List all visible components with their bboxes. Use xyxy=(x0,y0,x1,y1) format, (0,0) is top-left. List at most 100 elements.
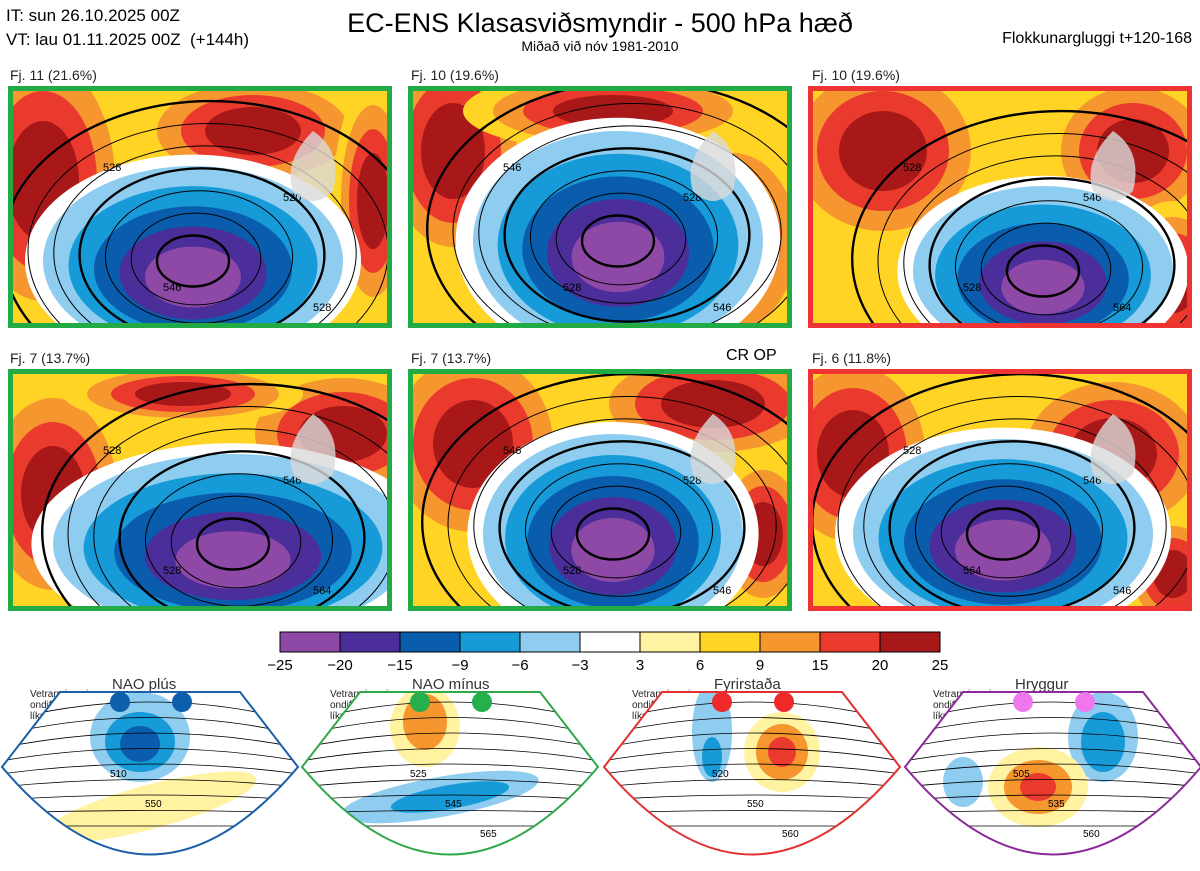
colorbar-tick: 25 xyxy=(932,657,949,674)
contour-label: 546 xyxy=(1113,585,1131,597)
map-panel: 528 546 528 564 xyxy=(8,369,392,611)
warm-anomaly xyxy=(433,400,513,488)
height-contour xyxy=(940,485,1072,579)
height-contour xyxy=(144,473,334,606)
regime-marker xyxy=(172,692,192,712)
height-contour xyxy=(2,748,298,762)
colorbar-tick: −6 xyxy=(511,657,528,674)
height-contour xyxy=(980,222,1112,316)
colorbar-segment xyxy=(699,631,761,653)
colorbar-segment xyxy=(279,631,341,653)
greenland-land xyxy=(290,131,336,201)
contour-label: 564 xyxy=(963,565,981,577)
height-contour xyxy=(604,748,900,762)
height-contour xyxy=(302,748,598,762)
regime-marker xyxy=(774,692,794,712)
height-contour xyxy=(529,170,719,304)
contour-label: 560 xyxy=(782,829,799,840)
colorbar-tick: −3 xyxy=(571,657,588,674)
regime-map: 505 535 560 xyxy=(903,691,1200,856)
height-contour xyxy=(954,200,1144,323)
cold-anomaly xyxy=(175,531,291,589)
colorbar-tick: −25 xyxy=(267,657,292,674)
regime-map: 520 550 560 xyxy=(602,691,902,856)
colorbar-segment xyxy=(339,631,401,653)
contour-label: 528 xyxy=(903,445,921,457)
greenland-land xyxy=(290,414,336,484)
contour-label: 545 xyxy=(445,799,462,810)
regime-marker xyxy=(410,692,430,712)
height-contour xyxy=(914,463,1104,597)
height-contour xyxy=(905,763,1200,775)
contour-label: 520 xyxy=(712,769,729,780)
regime-frame xyxy=(0,691,300,856)
height-contour xyxy=(905,732,1200,749)
contour-label: 528 xyxy=(903,162,921,174)
height-contour xyxy=(851,109,1187,323)
contour-label: 546 xyxy=(163,282,181,294)
contour-label: 565 xyxy=(480,829,497,840)
regime-marker xyxy=(472,692,492,712)
greenland-land xyxy=(1090,131,1136,201)
contour-label: 546 xyxy=(1083,475,1101,487)
contour-label: 550 xyxy=(145,799,162,810)
contour-label: 520 xyxy=(283,192,301,204)
contour-label: 546 xyxy=(283,475,301,487)
colorbar-segment xyxy=(579,631,641,653)
height-contour xyxy=(447,396,787,606)
colorbar-segment xyxy=(759,631,821,653)
height-contour xyxy=(478,125,782,323)
greenland-land xyxy=(1090,414,1136,484)
height-contour xyxy=(53,145,357,323)
height-contour xyxy=(903,155,1187,323)
height-contour xyxy=(837,396,1187,606)
height-contour xyxy=(155,234,231,288)
height-contour xyxy=(27,123,387,323)
colorbar-segment xyxy=(459,631,521,653)
colorbar-segment xyxy=(819,631,881,653)
window-label: Flokkunargluggi t+120-168 xyxy=(1002,30,1192,47)
cold-anomaly xyxy=(571,221,665,293)
height-contour xyxy=(2,763,298,775)
contour-label: 560 xyxy=(1083,829,1100,840)
colorbar-segment xyxy=(879,631,941,653)
panel-label: Fj. 6 (11.8%) xyxy=(812,350,892,366)
regime-title: Hryggur xyxy=(1015,676,1069,693)
contour-label: 550 xyxy=(747,799,764,810)
height-contour xyxy=(580,214,656,268)
contour-label: 505 xyxy=(1013,769,1030,780)
map-panel: 528 520 546 528 xyxy=(8,86,392,328)
map-panel: 546 528 528 546 xyxy=(408,369,792,611)
panel-label: Fj. 11 (21.6%) xyxy=(10,67,97,83)
height-contour xyxy=(2,794,298,801)
contour-label: 564 xyxy=(1113,302,1131,314)
regime-frame xyxy=(903,691,1200,856)
height-contour xyxy=(302,732,598,749)
colorbar-tick: −20 xyxy=(327,657,352,674)
height-contour xyxy=(965,507,1041,561)
height-contour xyxy=(2,732,298,749)
contour-label: 546 xyxy=(1083,192,1101,204)
cold-anomaly xyxy=(955,519,1051,581)
height-contour xyxy=(524,463,714,597)
contour-label: 525 xyxy=(410,769,427,780)
contour-label: 535 xyxy=(1048,799,1065,810)
height-contour xyxy=(41,382,387,606)
contour-label: 546 xyxy=(503,162,521,174)
height-contour xyxy=(888,440,1136,606)
height-contour xyxy=(118,450,366,606)
contour-label: 510 xyxy=(110,769,127,780)
warm-anomaly xyxy=(205,107,301,155)
colorbar-segment xyxy=(519,631,581,653)
height-contour xyxy=(863,418,1167,606)
height-contour xyxy=(2,779,298,788)
contour-label: 546 xyxy=(713,302,731,314)
height-contour xyxy=(905,717,1200,736)
height-contour xyxy=(575,507,651,561)
contour-label: 528 xyxy=(103,445,121,457)
contour-label: 528 xyxy=(313,302,331,314)
panel-label: Fj. 7 (13.7%) xyxy=(411,350,492,366)
cold-anomaly xyxy=(1001,259,1085,315)
regime-frame xyxy=(602,691,902,856)
contour-label: 564 xyxy=(313,585,331,597)
